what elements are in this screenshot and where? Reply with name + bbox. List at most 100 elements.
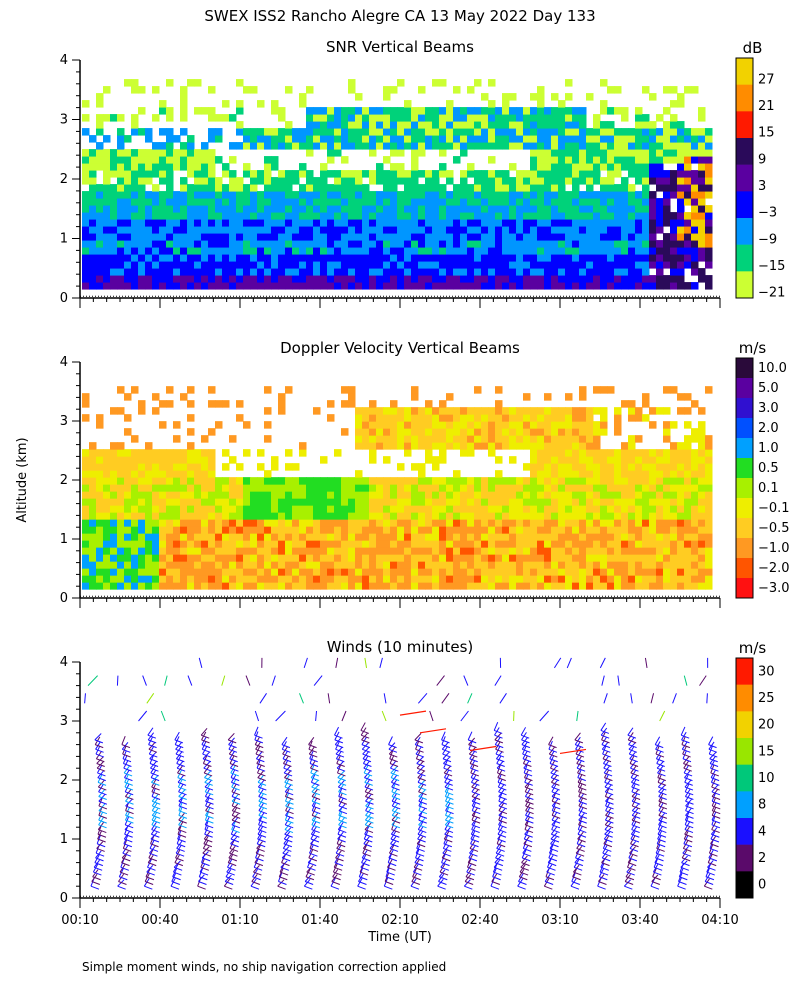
heatmap-cell	[656, 135, 664, 143]
wind-barb-flag	[309, 753, 318, 758]
heatmap-cell	[467, 240, 475, 248]
heatmap-cell	[306, 149, 314, 157]
heatmap-cell	[684, 184, 692, 192]
heatmap-cell	[579, 533, 587, 541]
heatmap-cell	[593, 561, 601, 569]
wind-barb-flag	[205, 800, 214, 805]
heatmap-cell	[250, 254, 258, 262]
colorbar-label: −9	[758, 232, 777, 247]
heatmap-cell	[614, 491, 622, 499]
heatmap-cell	[481, 568, 489, 576]
heatmap-cell	[537, 254, 545, 262]
heatmap-cell	[397, 414, 405, 422]
heatmap-cell	[327, 477, 335, 485]
heatmap-cell	[96, 421, 104, 429]
heatmap-cell	[705, 533, 713, 541]
heatmap-cell	[397, 261, 405, 269]
heatmap-cell	[558, 414, 566, 422]
heatmap-cell	[579, 156, 587, 164]
heatmap-cell	[418, 540, 426, 548]
heatmap-cell	[320, 498, 328, 506]
heatmap-cell	[509, 205, 517, 213]
heatmap-cell	[390, 114, 398, 122]
colorbar-swatch	[736, 58, 753, 85]
heatmap-cell	[439, 114, 447, 122]
heatmap-cell	[187, 547, 195, 555]
heatmap-cell	[593, 212, 601, 220]
heatmap-cell	[453, 240, 461, 248]
heatmap-cell	[229, 254, 237, 262]
heatmap-cell	[530, 93, 538, 101]
heatmap-cell	[320, 205, 328, 213]
heatmap-cell	[670, 191, 678, 199]
wind-barb-flag	[178, 800, 188, 805]
heatmap-cell	[418, 261, 426, 269]
heatmap-cell	[138, 456, 146, 464]
wind-barb-flag	[150, 777, 160, 782]
heatmap-cell	[670, 114, 678, 122]
heatmap-cell	[264, 526, 272, 534]
heatmap-cell	[516, 554, 524, 562]
heatmap-cell	[264, 282, 272, 290]
heatmap-cell	[656, 568, 664, 576]
heatmap-cell	[670, 268, 678, 276]
heatmap-cell	[600, 184, 608, 192]
heatmap-cell	[397, 282, 405, 290]
heatmap-cell	[551, 477, 559, 485]
heatmap-cell	[96, 547, 104, 555]
heatmap-cell	[663, 470, 671, 478]
heatmap-cell	[138, 519, 146, 527]
heatmap-cell	[222, 582, 230, 590]
heatmap-cell	[621, 184, 629, 192]
heatmap-cell	[565, 254, 573, 262]
heatmap-cell	[614, 275, 622, 283]
heatmap-cell	[278, 135, 286, 143]
heatmap-cell	[222, 554, 230, 562]
heatmap-cell	[635, 568, 643, 576]
heatmap-cell	[684, 554, 692, 562]
heatmap-cell	[705, 170, 713, 178]
heatmap-cell	[677, 540, 685, 548]
wind-barb-flag	[205, 805, 214, 810]
heatmap-cell	[572, 533, 580, 541]
heatmap-cell	[390, 547, 398, 555]
heatmap-cell	[271, 135, 279, 143]
heatmap-cell	[593, 142, 601, 150]
heatmap-cell	[670, 247, 678, 255]
heatmap-cell	[474, 568, 482, 576]
heatmap-cell	[390, 512, 398, 520]
heatmap-cell	[166, 233, 174, 241]
heatmap-cell	[628, 547, 636, 555]
wind-barb-flag	[95, 744, 104, 749]
heatmap-cell	[397, 582, 405, 590]
heatmap-cell	[145, 275, 153, 283]
heatmap-cell	[432, 226, 440, 234]
heatmap-cell	[446, 135, 454, 143]
heatmap-cell	[250, 128, 258, 136]
heatmap-cell	[397, 135, 405, 143]
heatmap-cell	[677, 149, 685, 157]
heatmap-cell	[635, 526, 643, 534]
heatmap-cell	[530, 491, 538, 499]
heatmap-cell	[460, 428, 468, 436]
heatmap-cell	[208, 156, 216, 164]
heatmap-cell	[334, 575, 342, 583]
heatmap-cell	[341, 568, 349, 576]
heatmap-cell	[201, 156, 209, 164]
heatmap-cell	[222, 198, 230, 206]
wind-barb-flag	[337, 777, 346, 782]
heatmap-cell	[355, 135, 363, 143]
heatmap-cell	[516, 519, 524, 527]
heatmap-cell	[383, 519, 391, 527]
heatmap-cell	[285, 282, 293, 290]
wind-barb-flag	[312, 810, 321, 815]
heatmap-cell	[460, 407, 468, 415]
heatmap-cell	[495, 575, 503, 583]
heatmap-cell	[614, 582, 622, 590]
wind-barb-flag	[151, 833, 160, 838]
heatmap-cell	[467, 121, 475, 129]
heatmap-cell	[285, 512, 293, 520]
heatmap-cell	[404, 421, 412, 429]
heatmap-cell	[390, 233, 398, 241]
heatmap-cell	[495, 435, 503, 443]
